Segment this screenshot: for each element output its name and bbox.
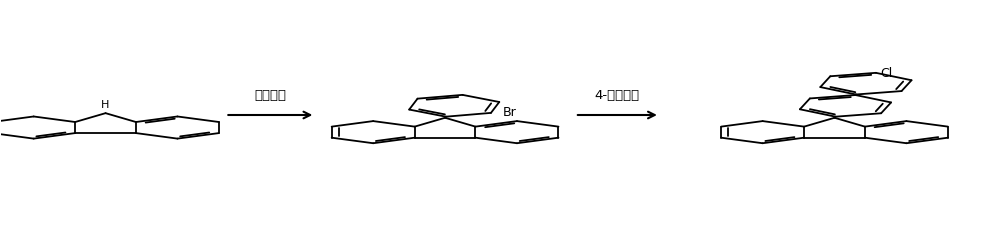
Text: Cl: Cl bbox=[881, 67, 893, 80]
Text: 4-氯苯硒酸: 4-氯苯硒酸 bbox=[595, 88, 640, 101]
Text: Br: Br bbox=[503, 106, 517, 119]
Text: H: H bbox=[101, 100, 110, 110]
Text: 邻二渴苯: 邻二渴苯 bbox=[254, 88, 286, 101]
